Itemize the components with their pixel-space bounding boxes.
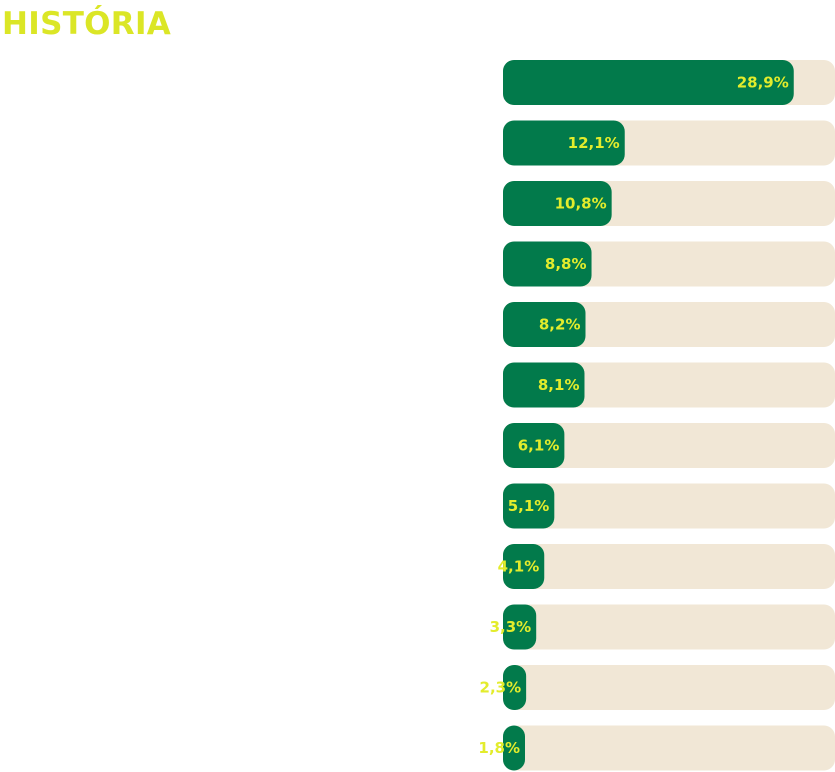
chart-title: HISTÓRIA [2, 6, 172, 42]
bar [503, 483, 555, 529]
bar-track [503, 544, 835, 589]
bar-value-label: 4,1% [498, 558, 540, 576]
bar-value-label: 12,1% [568, 134, 620, 152]
bar-value-label: 8,1% [538, 376, 580, 394]
bar-track [503, 423, 835, 468]
bar [503, 60, 794, 105]
bar-track [503, 483, 835, 529]
bar-value-label: 1,8% [478, 739, 520, 757]
bar-value-label: 10,8% [555, 195, 607, 213]
bar-value-label: 8,8% [545, 255, 587, 273]
bar-value-label: 28,9% [737, 74, 789, 92]
bar-value-label: 8,2% [539, 316, 581, 334]
bar-track [503, 665, 835, 710]
bar [503, 362, 585, 408]
bar [503, 423, 565, 468]
bar-value-label: 2,3% [480, 679, 522, 697]
bar-track [503, 725, 835, 771]
bar-track [503, 604, 835, 650]
bar [503, 725, 525, 771]
bar [503, 544, 545, 589]
bar [503, 241, 592, 287]
bar-value-label: 3,3% [490, 618, 532, 636]
bar-track [503, 302, 835, 347]
bar [503, 302, 586, 347]
bar [503, 665, 527, 710]
bar [503, 181, 612, 226]
bar [503, 604, 537, 650]
bar-track [503, 362, 835, 408]
bar [503, 120, 625, 166]
bar-value-label: 6,1% [518, 437, 560, 455]
bar-value-label: 5,1% [508, 497, 550, 515]
